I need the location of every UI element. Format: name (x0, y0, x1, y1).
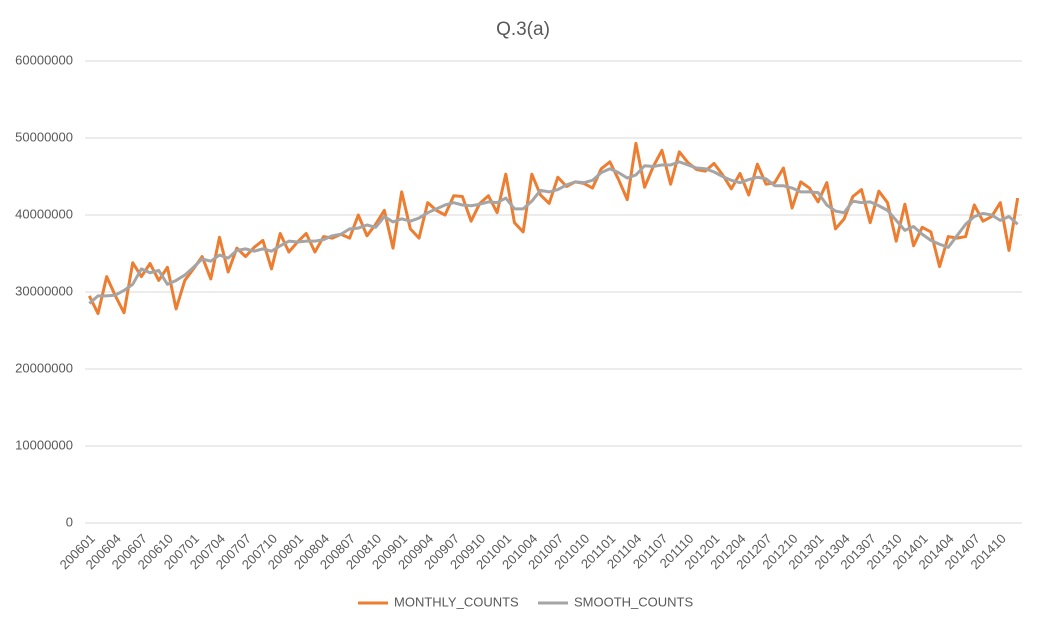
y-tick-label: 30000000 (15, 283, 73, 298)
series-line (88, 160, 1019, 305)
y-tick-label: 50000000 (15, 129, 73, 144)
legend-label: SMOOTH_COUNTS (574, 594, 694, 609)
y-tick-label: 40000000 (15, 206, 73, 221)
y-tick-label: 60000000 (15, 52, 73, 67)
chart-title: Q.3(a) (496, 19, 550, 40)
y-tick-label: 20000000 (15, 360, 73, 375)
y-tick-label: 10000000 (15, 437, 73, 452)
y-tick-label: 0 (66, 514, 73, 529)
legend-label: MONTHLY_COUNTS (394, 594, 519, 609)
